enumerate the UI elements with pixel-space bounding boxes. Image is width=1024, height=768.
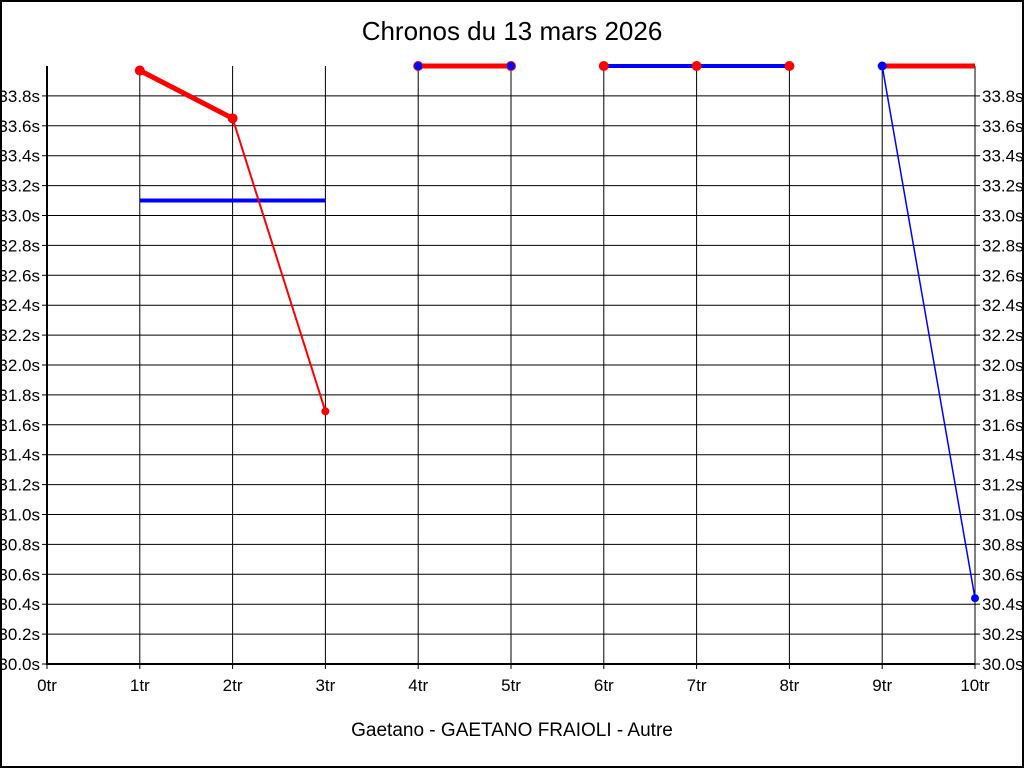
y-tick-label-right: 32.0s bbox=[982, 356, 1024, 375]
y-tick-label-right: 33.4s bbox=[982, 147, 1024, 166]
y-tick-label-right: 30.2s bbox=[982, 625, 1024, 644]
y-tick-label-right: 32.2s bbox=[982, 326, 1024, 345]
y-tick-label-right: 31.0s bbox=[982, 506, 1024, 525]
chart-footer: Gaetano - GAETANO FRAIOLI - Autre bbox=[351, 720, 673, 741]
x-tick-label: 0tr bbox=[37, 676, 57, 695]
x-tick-label: 9tr bbox=[872, 676, 892, 695]
series-marker-red-chrono-lap2-3 bbox=[228, 114, 237, 123]
series-marker-red-markers-laps6-8 bbox=[691, 61, 702, 71]
x-tick-label: 4tr bbox=[408, 676, 428, 695]
series-marker-red-markers-laps6-8 bbox=[598, 61, 609, 71]
y-tick-label-right: 30.6s bbox=[982, 565, 1024, 584]
x-tick-label: 10tr bbox=[960, 676, 990, 695]
series-marker-blue-desc-lap9-10 bbox=[971, 594, 979, 603]
x-tick-label: 5tr bbox=[501, 676, 521, 695]
y-tick-label-right: 33.0s bbox=[982, 207, 1024, 226]
y-tick-label-right: 33.8s bbox=[982, 87, 1024, 106]
series-marker-red-chrono-lap2-3 bbox=[321, 407, 330, 416]
x-tick-label: 7tr bbox=[687, 676, 707, 695]
y-tick-label-left: 30.0s bbox=[0, 655, 40, 674]
y-tick-label-right: 32.8s bbox=[982, 236, 1024, 255]
y-tick-label-right: 30.8s bbox=[982, 535, 1024, 554]
series-marker-blue-marker-lap9 bbox=[877, 61, 887, 71]
x-tick-label: 2tr bbox=[223, 676, 243, 695]
series-line-red-chrono-lap1-2 bbox=[138, 68, 234, 121]
y-tick-label-right: 30.4s bbox=[982, 595, 1024, 614]
y-tick-label-left: 30.4s bbox=[0, 595, 40, 614]
y-tick-label-right: 33.2s bbox=[982, 177, 1024, 196]
y-tick-label-right: 32.4s bbox=[982, 296, 1024, 315]
y-tick-label-right: 31.6s bbox=[982, 416, 1024, 435]
y-tick-label-left: 32.8s bbox=[0, 236, 40, 255]
y-tick-label-left: 33.8s bbox=[0, 87, 40, 106]
series-line-red-chrono-lap2-3 bbox=[231, 118, 327, 412]
y-tick-label-left: 32.0s bbox=[0, 356, 40, 375]
y-tick-label-left: 30.6s bbox=[0, 565, 40, 584]
x-tick-label: 3tr bbox=[315, 676, 335, 695]
y-tick-label-left: 31.6s bbox=[0, 416, 40, 435]
y-tick-label-left: 31.2s bbox=[0, 476, 40, 495]
series-marker-blue-markers-laps4-5 bbox=[507, 62, 515, 70]
chart-title: Chronos du 13 mars 2026 bbox=[361, 16, 663, 46]
series-line-blue-desc-lap9-10 bbox=[881, 65, 976, 599]
y-tick-label-left: 32.6s bbox=[0, 266, 40, 285]
y-tick-label-left: 33.2s bbox=[0, 177, 40, 196]
x-tick-label: 1tr bbox=[130, 676, 150, 695]
series-marker-red-chrono-lap1-2 bbox=[134, 65, 145, 76]
x-tick-label: 6tr bbox=[594, 676, 614, 695]
y-tick-label-right: 31.4s bbox=[982, 446, 1024, 465]
y-tick-label-left: 33.6s bbox=[0, 117, 40, 136]
y-tick-label-right: 32.6s bbox=[982, 266, 1024, 285]
y-tick-label-left: 33.4s bbox=[0, 147, 40, 166]
y-tick-label-left: 31.0s bbox=[0, 506, 40, 525]
y-tick-label-left: 30.2s bbox=[0, 625, 40, 644]
y-tick-label-right: 31.8s bbox=[982, 386, 1024, 405]
y-tick-label-left: 31.8s bbox=[0, 386, 40, 405]
y-tick-label-left: 30.8s bbox=[0, 535, 40, 554]
y-tick-label-right: 31.2s bbox=[982, 476, 1024, 495]
x-tick-label: 8tr bbox=[779, 676, 799, 695]
series-marker-red-markers-laps6-8 bbox=[784, 61, 795, 71]
series-marker-blue-markers-laps4-5 bbox=[414, 62, 423, 70]
y-tick-label-left: 33.0s bbox=[0, 207, 40, 226]
y-tick-label-left: 32.2s bbox=[0, 326, 40, 345]
y-tick-label-left: 32.4s bbox=[0, 296, 40, 315]
y-tick-label-left: 31.4s bbox=[0, 446, 40, 465]
y-tick-label-right: 30.0s bbox=[982, 655, 1024, 674]
y-tick-label-right: 33.6s bbox=[982, 117, 1024, 136]
